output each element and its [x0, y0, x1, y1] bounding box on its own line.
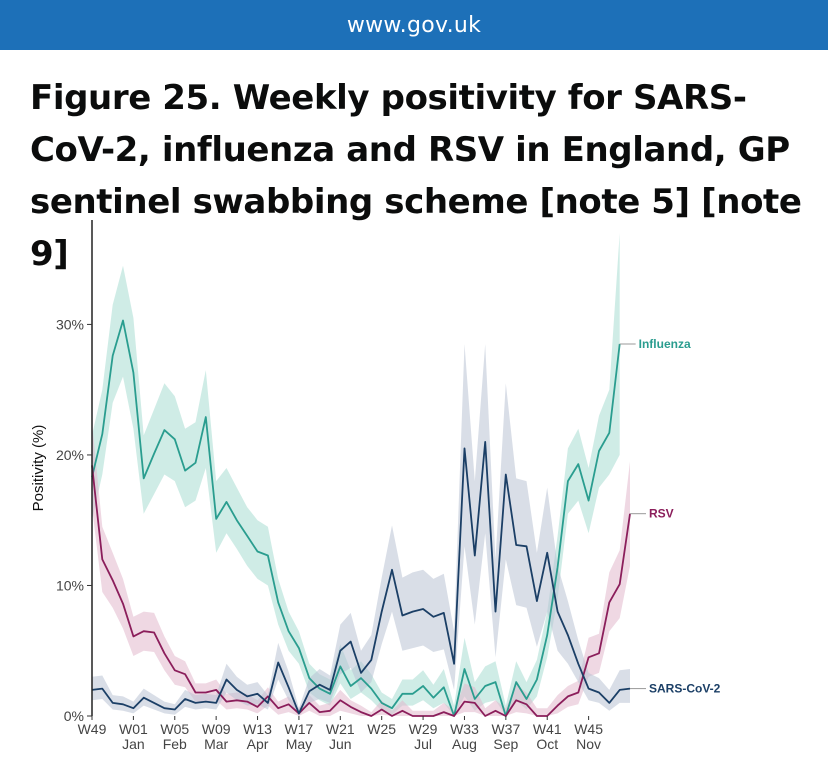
x-tick-week-label: W45 — [574, 721, 603, 737]
x-tick-month-label: Apr — [247, 736, 269, 752]
y-axis-label: Positivity (%) — [30, 425, 47, 512]
x-tick-month-label: May — [286, 736, 312, 752]
x-tick-week-label: W01 — [119, 721, 148, 737]
y-axis-ticks: 0% 10% 20% 30% — [56, 316, 92, 724]
x-tick-week-label: W33 — [450, 721, 479, 737]
y-tick-label: 30% — [56, 316, 84, 332]
sars-cov-2-line — [91, 440, 631, 715]
x-tick-month-label: Jul — [414, 736, 432, 752]
influenza-confidence-band — [92, 233, 620, 716]
x-tick-month-label: Jun — [329, 736, 352, 752]
x-tick-week-label: W25 — [367, 721, 396, 737]
figure-title: Figure 25. Weekly positivity for SARS-Co… — [30, 78, 802, 274]
y-tick-label: 0% — [64, 708, 84, 724]
x-tick-week-label: W49 — [78, 721, 107, 737]
sars-cov-2-end-label: SARS-CoV-2 — [649, 682, 721, 696]
influenza-line — [91, 319, 621, 717]
x-tick-week-label: W29 — [409, 721, 438, 737]
x-tick-month-label: Oct — [536, 736, 558, 752]
x-tick-month-label: Nov — [576, 736, 601, 752]
x-tick-week-label: W13 — [243, 721, 272, 737]
x-tick-month-label: Aug — [452, 736, 477, 752]
gov-header-bar: www.gov.uk — [0, 0, 828, 50]
x-tick-week-label: W41 — [533, 721, 562, 737]
x-tick-week-label: W21 — [326, 721, 355, 737]
x-tick-week-label: W37 — [491, 721, 520, 737]
confidence-bands — [92, 233, 630, 716]
series-end-labels: Influenza RSV SARS-CoV-2 — [619, 337, 721, 696]
influenza-end-label: Influenza — [639, 337, 691, 351]
x-tick-week-label: W05 — [160, 721, 189, 737]
sars-cov-2-confidence-band — [92, 344, 630, 716]
x-tick-month-label: Feb — [163, 736, 187, 752]
x-tick-week-label: W09 — [202, 721, 231, 737]
rsv-end-label: RSV — [649, 507, 674, 521]
x-tick-month-label: Sep — [493, 736, 518, 752]
y-tick-label: 20% — [56, 447, 84, 463]
rsv-confidence-band — [92, 422, 630, 716]
rsv-line — [91, 465, 631, 717]
site-url-link[interactable]: www.gov.uk — [346, 12, 482, 38]
y-tick-label: 10% — [56, 577, 84, 593]
x-tick-month-label: Jan — [122, 736, 145, 752]
series-lines — [91, 319, 631, 717]
x-tick-month-label: Mar — [204, 736, 228, 752]
x-tick-week-label: W17 — [285, 721, 314, 737]
